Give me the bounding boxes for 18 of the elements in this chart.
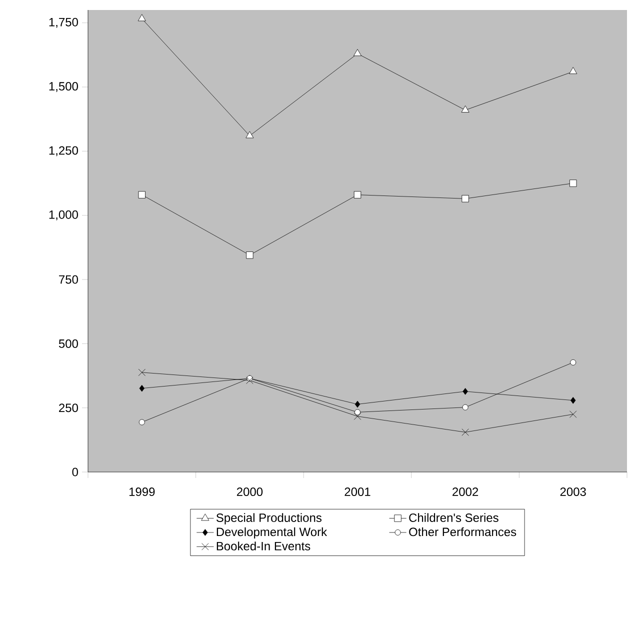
- x-tick-label: 2003: [560, 488, 586, 496]
- legend-label: Developmental Work: [216, 527, 328, 539]
- y-tick-label: 500: [58, 339, 78, 348]
- y-tick-label: 1,000: [49, 210, 78, 220]
- legend-label: Special Productions: [216, 513, 322, 524]
- legend-label: Children's Series: [409, 513, 498, 522]
- y-tick-label: 1,750: [49, 18, 78, 28]
- y-tick-label: 1,500: [49, 82, 78, 92]
- x-tick-label: 1999: [129, 488, 155, 496]
- x-tick-label: 2001: [344, 488, 370, 496]
- legend-label: Other Performances: [409, 527, 516, 536]
- legend-label: Booked-In Events: [216, 542, 310, 550]
- x-tick-label: 2002: [452, 488, 478, 496]
- y-tick-label: 0: [72, 468, 78, 476]
- y-tick-label: 250: [59, 404, 78, 412]
- x-tick-label: 2000: [236, 488, 263, 496]
- y-tick-label: 750: [59, 275, 78, 284]
- y-tick-label: 1,250: [49, 146, 78, 156]
